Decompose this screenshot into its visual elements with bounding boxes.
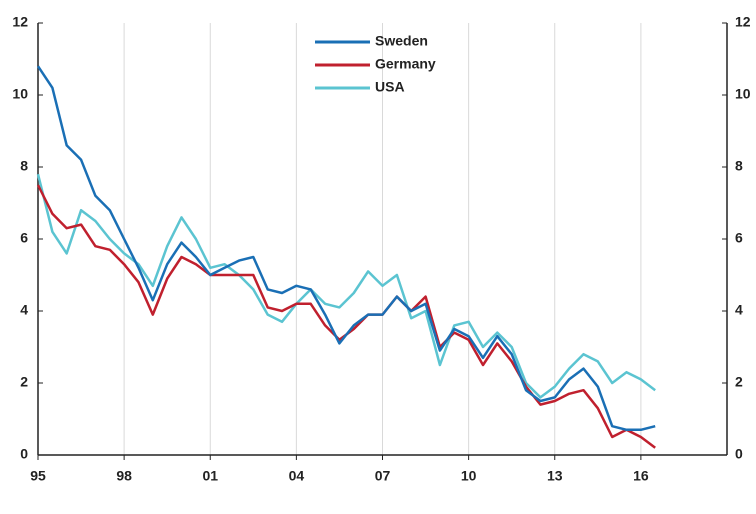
- x-tick-label: 01: [202, 468, 218, 484]
- y2-tick-label: 8: [735, 158, 743, 174]
- y2-tick-label: 12: [735, 14, 751, 30]
- x-tick-label: 07: [375, 468, 391, 484]
- legend-label: USA: [375, 79, 405, 95]
- y2-tick-label: 6: [735, 230, 743, 246]
- x-tick-label: 04: [289, 468, 305, 484]
- series-line: [36, 184, 656, 449]
- y-tick-label: 8: [20, 158, 28, 174]
- x-tick-label: 95: [30, 468, 46, 484]
- y2-tick-label: 0: [735, 446, 743, 462]
- y-tick-label: 6: [20, 230, 28, 246]
- y2-tick-label: 2: [735, 374, 743, 390]
- series-line: [36, 65, 656, 432]
- x-tick-label: 98: [116, 468, 132, 484]
- y-tick-label: 4: [20, 302, 28, 318]
- x-tick-label: 16: [633, 468, 649, 484]
- series-line: [36, 173, 656, 399]
- y-tick-label: 12: [12, 14, 28, 30]
- x-tick-label: 13: [547, 468, 563, 484]
- legend-label: Sweden: [375, 33, 428, 49]
- y-tick-label: 2: [20, 374, 28, 390]
- y-tick-label: 10: [12, 86, 28, 102]
- y-tick-label: 0: [20, 446, 28, 462]
- y2-tick-label: 10: [735, 86, 751, 102]
- y2-tick-label: 4: [735, 302, 743, 318]
- legend-label: Germany: [375, 56, 436, 72]
- x-tick-label: 10: [461, 468, 477, 484]
